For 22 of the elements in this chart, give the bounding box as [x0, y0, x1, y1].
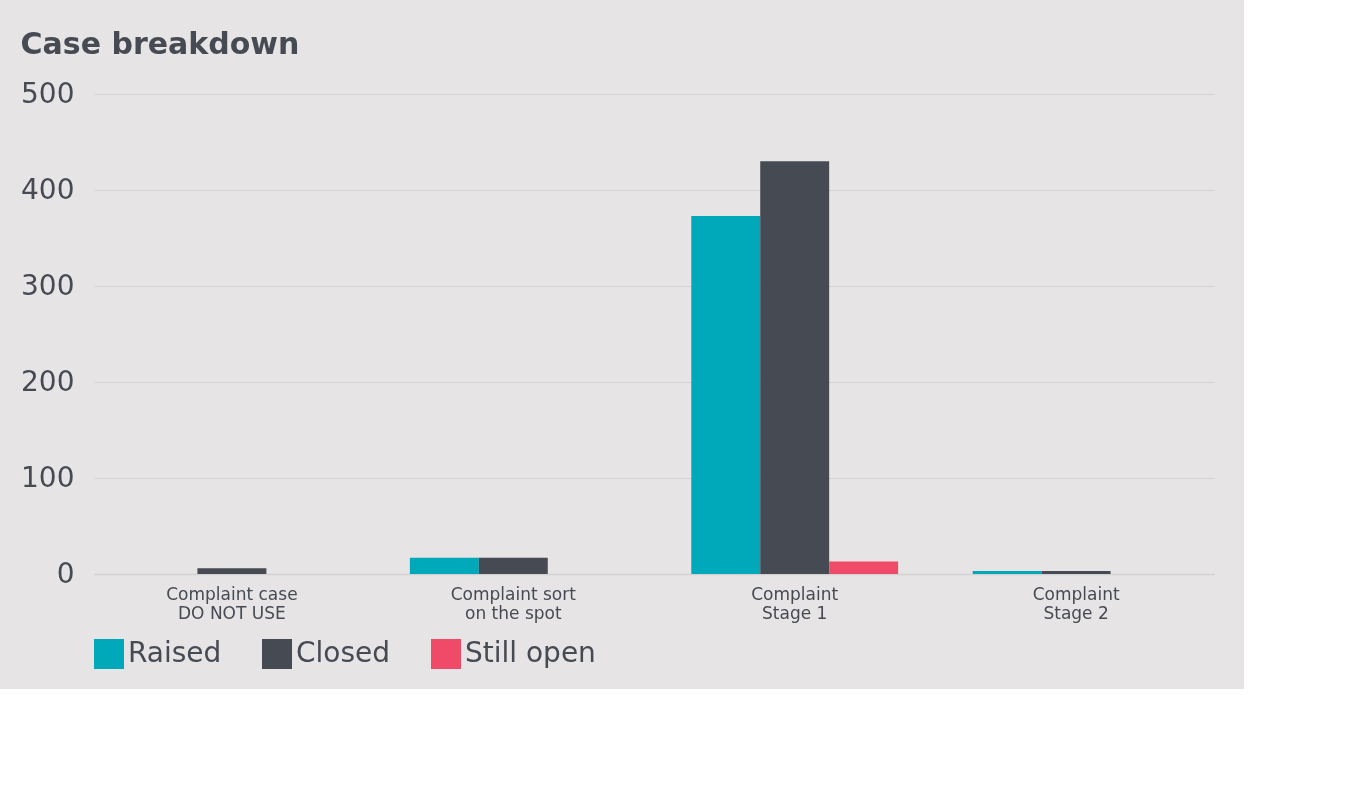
x-tick-label: Complaint Stage 2	[1032, 583, 1120, 623]
legend-label: Still open	[465, 636, 596, 669]
bar	[760, 161, 830, 574]
bar	[1041, 571, 1111, 574]
bar	[409, 557, 479, 574]
bar	[197, 568, 267, 574]
x-tick-label: Complaint case DO NOT USE	[166, 583, 298, 623]
y-tick-label: 100	[21, 460, 75, 494]
y-tick-label: 400	[21, 172, 75, 206]
y-tick-label: 300	[21, 268, 75, 302]
bar	[972, 571, 1042, 574]
chart-title: Case breakdown	[20, 26, 300, 61]
bar	[478, 557, 548, 574]
x-tick-label: Complaint sort on the spot	[450, 583, 577, 623]
y-tick-label: 0	[56, 556, 75, 590]
bar	[691, 215, 761, 574]
y-tick-label: 200	[21, 364, 75, 398]
bar	[829, 561, 899, 574]
legend-label: Raised	[128, 636, 222, 669]
y-tick-label: 500	[21, 76, 75, 110]
legend-label: Closed	[296, 636, 391, 669]
x-tick-label: Complaint Stage 1	[751, 583, 839, 623]
